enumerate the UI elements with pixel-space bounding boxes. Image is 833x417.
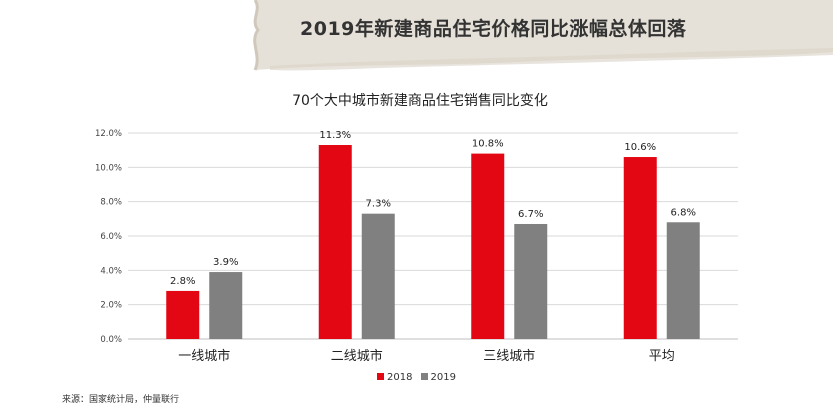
x-category-label: 三线城市 xyxy=(483,348,535,364)
x-category-label: 二线城市 xyxy=(331,348,383,364)
source-note: 来源：国家统计局，仲量联行 xyxy=(62,395,180,405)
bar-2018-4 xyxy=(623,157,657,339)
y-tick-label: 8.0% xyxy=(100,198,122,208)
y-tick-label: 2.0% xyxy=(100,301,122,311)
data-label: 7.3% xyxy=(366,199,391,210)
data-label: 10.6% xyxy=(624,142,656,153)
bar-2018-1 xyxy=(166,290,200,339)
data-label: 3.9% xyxy=(213,257,238,268)
data-label: 6.7% xyxy=(518,209,543,220)
legend-swatch xyxy=(420,373,428,380)
legend-item-2018: 2018 xyxy=(377,372,413,383)
bar-2019-2 xyxy=(361,213,395,339)
y-tick-label: 6.0% xyxy=(100,232,122,242)
x-category-label: 平均 xyxy=(649,349,675,364)
legend-item-2019: 2019 xyxy=(420,372,456,383)
data-label: 11.3% xyxy=(319,130,351,141)
page-headline: 2019年新建商品住宅价格同比涨幅总体回落 xyxy=(300,18,687,40)
bar-2018-3 xyxy=(471,153,505,339)
legend-label: 2018 xyxy=(387,372,413,383)
bar-2018-2 xyxy=(318,145,352,339)
legend-swatch xyxy=(377,373,385,380)
y-tick-label: 10.0% xyxy=(95,163,122,173)
chart-title: 70个大中城市新建商品住宅销售同比变化 xyxy=(292,93,548,109)
legend-label: 2019 xyxy=(430,372,456,383)
y-tick-label: 12.0% xyxy=(95,129,122,139)
bar-2019-4 xyxy=(666,222,700,339)
y-tick-label: 0.0% xyxy=(100,335,122,345)
chart-legend: 2018 2019 xyxy=(0,372,833,383)
header-banner xyxy=(253,0,833,71)
data-label: 10.8% xyxy=(472,139,504,150)
x-category-label: 一线城市 xyxy=(178,348,230,364)
bar-2019-3 xyxy=(514,223,548,339)
y-tick-label: 4.0% xyxy=(100,266,122,276)
bar-2019-1 xyxy=(209,272,243,339)
data-label: 2.8% xyxy=(170,276,195,287)
data-label: 6.8% xyxy=(671,207,696,218)
